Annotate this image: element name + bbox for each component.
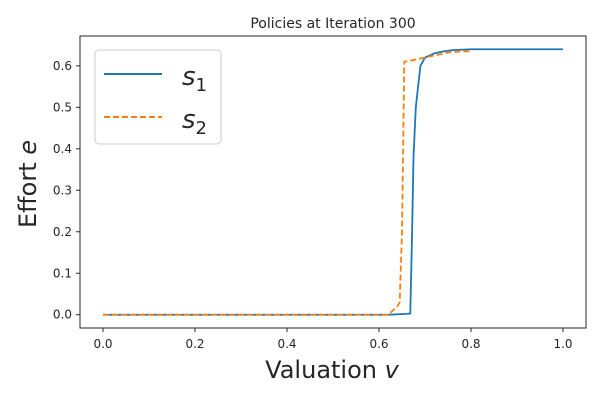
x-tick-label: 0.4 [277, 337, 296, 351]
y-tick-label: 0.1 [53, 266, 72, 280]
y-axis-label-text: Effort [14, 155, 42, 228]
y-tick-label: 0.3 [53, 183, 72, 197]
x-tick-label: 0.8 [461, 337, 480, 351]
x-tick-label: 0.2 [185, 337, 204, 351]
x-tick-label: 1.0 [553, 337, 572, 351]
chart-title: Policies at Iteration 300 [250, 16, 415, 32]
x-axis-label-text: Valuation [265, 356, 384, 384]
x-axis-label: Valuation v [265, 356, 399, 384]
tick-marks [76, 65, 564, 332]
legend-label-s1: s1 [182, 62, 207, 96]
plot-lines [103, 48, 563, 316]
x-axis-label-var: v [385, 356, 400, 384]
y-tick-label: 0.4 [53, 142, 72, 156]
y-axis-label-var: e [14, 140, 42, 155]
y-tick-label: 0.5 [53, 100, 72, 114]
y-tick-label: 0.0 [53, 308, 72, 322]
x-tick-label: 0.0 [93, 337, 112, 351]
series-line-s2 [103, 50, 471, 316]
legend: s1 s2 [94, 49, 222, 145]
legend-label-s2: s2 [182, 105, 207, 139]
y-tick-label: 0.6 [53, 59, 72, 73]
y-tick-labels: 0.0 0.1 0.2 0.3 0.4 0.5 0.6 [53, 59, 72, 322]
y-tick-label: 0.2 [53, 225, 72, 239]
plot-frame [79, 35, 587, 329]
x-tick-label: 0.6 [369, 337, 388, 351]
x-tick-labels: 0.0 0.2 0.4 0.6 0.8 1.0 [93, 337, 572, 351]
y-axis-label: Effort e [14, 140, 42, 228]
